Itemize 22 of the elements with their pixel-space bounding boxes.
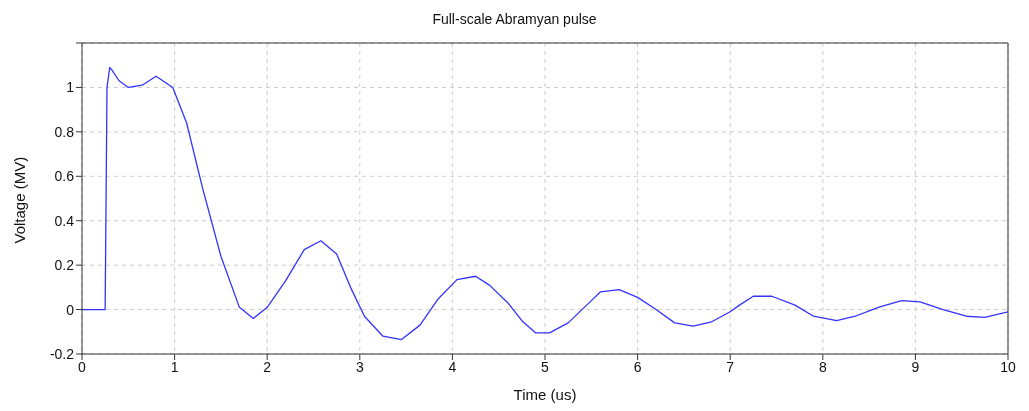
x-tick-label: 8	[818, 358, 827, 375]
y-tick-label: -0.2	[49, 345, 75, 362]
y-tick-label: 1	[66, 79, 75, 96]
y-tick-label: 0.2	[54, 257, 75, 274]
line-series	[82, 66, 1008, 341]
chart-title: Full-scale Abramyan pulse	[431, 10, 598, 29]
y-tick-label: 0.8	[54, 123, 75, 140]
y-tick-label: 0.6	[54, 168, 75, 185]
y-tick-label: 0.4	[54, 212, 75, 229]
x-tick-label: 10	[1000, 358, 1016, 375]
x-tick-label: 2	[263, 358, 272, 375]
x-tick-label: 1	[170, 358, 179, 375]
y-tick-label: 0	[66, 301, 75, 318]
x-tick-label: 4	[448, 358, 457, 375]
y-axis-title: Voltage (MV)	[11, 156, 29, 244]
x-tick-label: 0	[78, 358, 87, 375]
x-tick-label: 7	[726, 358, 735, 375]
x-tick-label: 9	[911, 358, 920, 375]
x-tick-label: 3	[355, 358, 364, 375]
x-axis-title: Time (us)	[513, 386, 577, 403]
x-tick-label: 5	[541, 358, 550, 375]
x-tick-label: 6	[633, 358, 642, 375]
